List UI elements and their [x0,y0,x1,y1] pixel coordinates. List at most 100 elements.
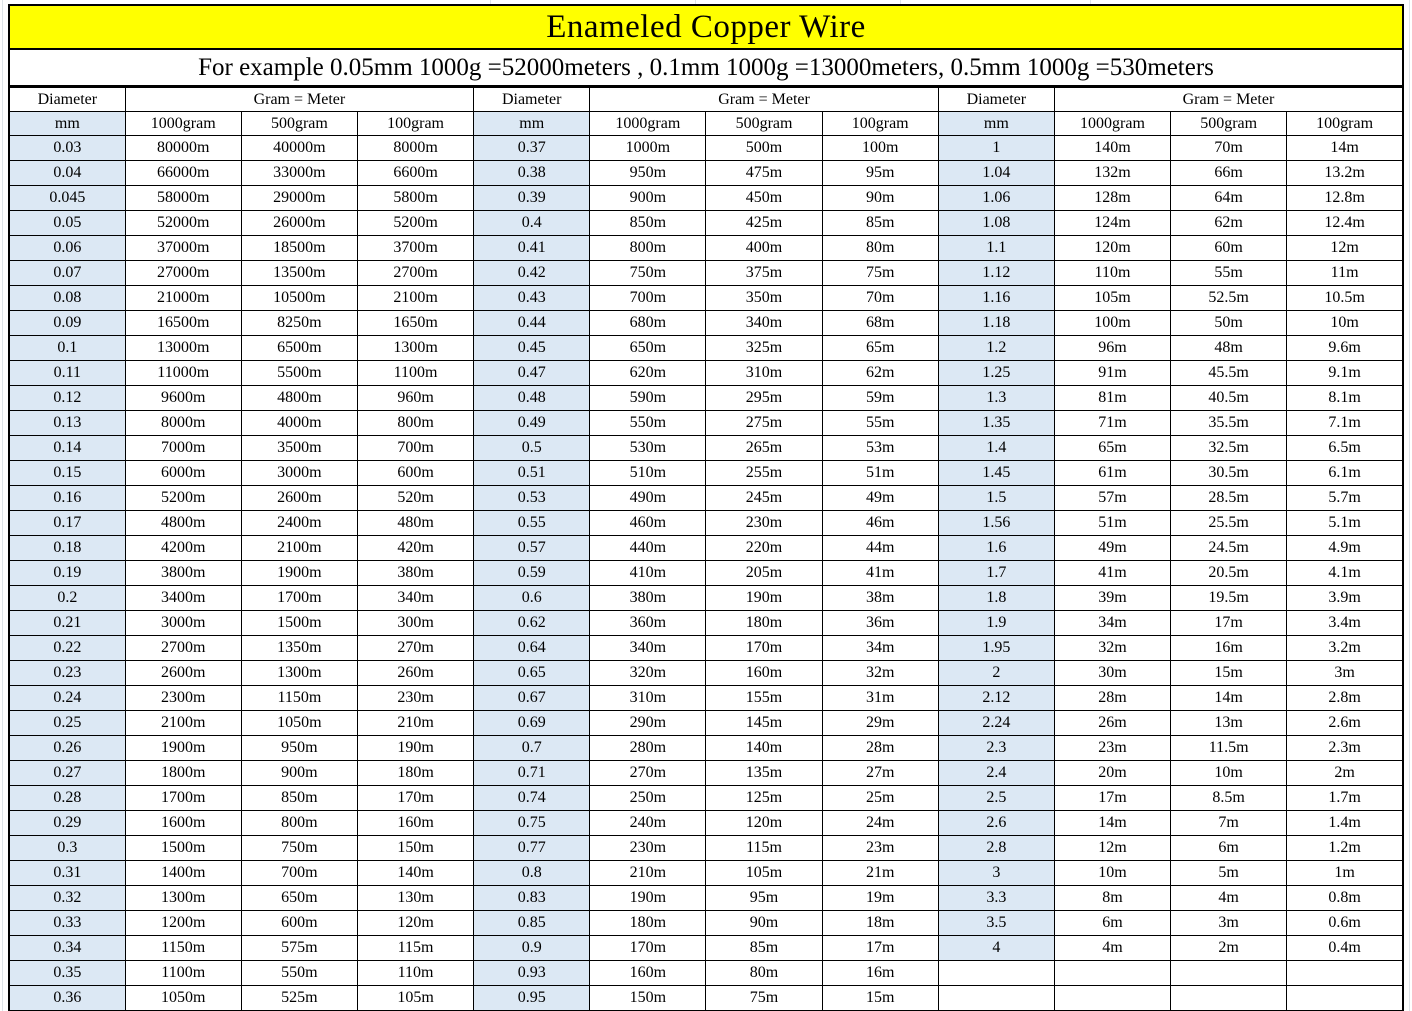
diameter-header: Diameter [8,87,126,112]
diameter-cell: 0.19 [8,560,126,586]
diameter-cell: 0.65 [473,660,591,686]
weight-500g-header: 500gram [705,111,823,136]
meters-cell: 1.2m [1286,835,1404,861]
meters-cell: 380m [589,585,707,611]
meters-cell: 44m [821,535,939,561]
meters-cell: 850m [240,785,358,811]
meters-cell: 26m [1053,710,1172,736]
meters-cell: 85m [705,935,823,961]
meters-cell: 51m [1053,510,1172,536]
table-row: 0.08 21000m 10500m 2100m 0.43 700m 350m 70m 1.16… [8,285,1404,311]
diameter-cell: 0.3 [8,835,126,861]
meters-cell: 41m [1053,560,1172,586]
meters-cell: 800m [356,410,475,436]
meters-cell: 34m [1053,610,1172,636]
meters-cell: 23m [821,835,939,861]
meters-cell: 96m [1053,335,1172,361]
table-row: 0.33 1200m 600m 120m 0.85 180m 90m 18m 3.5 6m 3m 0.… [8,910,1404,936]
meters-cell: 460m [589,510,707,536]
table-row: 0.045 58000m 29000m 5800m 0.39 900m 450m 90m 1.0… [8,185,1404,211]
diameter-cell: 0.25 [8,710,126,736]
diameter-cell: 1.1 [937,235,1055,261]
mm-header: mm [8,111,126,136]
spreadsheet-gridline [1409,0,1410,1011]
meters-cell: 32m [1053,635,1172,661]
meters-cell: 34m [821,635,939,661]
meters-cell: 160m [705,660,823,686]
meters-cell: 26000m [240,210,358,236]
diameter-cell: 0.08 [8,285,126,311]
meters-cell: 700m [356,435,475,461]
meters-cell: 12.4m [1286,210,1404,236]
diameter-cell: 0.24 [8,685,126,711]
meters-cell: 520m [356,485,475,511]
meters-cell: 160m [356,810,475,836]
meters-cell: 7m [1170,810,1288,836]
meters-cell: 3.2m [1286,635,1404,661]
meters-cell: 2700m [356,260,475,286]
meters-cell: 325m [705,335,823,361]
meters-cell: 270m [356,635,475,661]
meters-cell: 1200m [124,910,242,936]
meters-cell: 750m [589,260,707,286]
meters-cell: 680m [589,310,707,336]
diameter-cell: 0.67 [473,685,591,711]
table-row: 0.16 5200m 2600m 520m 0.53 490m 245m 49m 1.5 57m 2… [8,485,1404,511]
spreadsheet-gridline [490,0,491,5]
diameter-cell: 2.12 [937,685,1055,711]
meters-cell: 300m [356,610,475,636]
meters-cell: 2m [1170,935,1288,961]
diameter-cell: 1.04 [937,160,1055,186]
meters-cell: 3.4m [1286,610,1404,636]
diameter-cell: 0.17 [8,510,126,536]
table-row: 0.31 1400m 700m 140m 0.8 210m 105m 21m 3 10m 5m 1m [8,860,1404,886]
meters-cell: 135m [705,760,823,786]
page-title: Enameled Copper Wire [8,4,1404,50]
meters-cell: 9.6m [1286,335,1404,361]
diameter-cell: 1.45 [937,460,1055,486]
header-row-group-labels: Diameter Gram = Meter Diameter Gram = Me… [8,87,1404,112]
diameter-cell [937,960,1055,986]
table-row: 0.06 37000m 18500m 3700m 0.41 800m 400m 80m 1.1 1… [8,235,1404,261]
meters-cell: 450m [705,185,823,211]
spreadsheet-gridline [1090,0,1091,5]
meters-cell: 8250m [240,310,358,336]
diameter-cell: 0.36 [8,985,126,1011]
meters-cell: 21000m [124,285,242,311]
meters-cell: 10m [1170,760,1288,786]
meters-cell: 1500m [240,610,358,636]
table-row: 0.32 1300m 650m 130m 0.83 190m 95m 19m 3.3 8m 4m 0.… [8,885,1404,911]
meters-cell: 650m [589,335,707,361]
meters-cell: 205m [705,560,823,586]
diameter-cell: 0.29 [8,810,126,836]
diameter-cell: 2.24 [937,710,1055,736]
diameter-cell: 1.2 [937,335,1055,361]
meters-cell: 1700m [124,785,242,811]
meters-cell: 6.5m [1286,435,1404,461]
meters-cell: 1100m [356,360,475,386]
spreadsheet-gridline [900,0,901,5]
meters-cell: 350m [705,285,823,311]
meters-cell: 270m [589,760,707,786]
meters-cell: 4m [1170,885,1288,911]
meters-cell: 190m [705,585,823,611]
diameter-cell: 0.15 [8,460,126,486]
meters-cell: 105m [356,985,475,1011]
meters-cell: 1350m [240,635,358,661]
meters-cell: 65m [821,335,939,361]
meters-cell: 3m [1286,660,1404,686]
meters-cell: 115m [356,935,475,961]
diameter-header: Diameter [473,87,591,112]
diameter-cell: 0.18 [8,535,126,561]
table-row: 0.22 2700m 1350m 270m 0.64 340m 170m 34m 1.95 32m… [8,635,1404,661]
meters-cell: 25.5m [1170,510,1288,536]
meters-cell: 70m [1170,135,1288,161]
meters-cell: 85m [821,210,939,236]
meters-cell: 15m [1170,660,1288,686]
meters-cell: 13500m [240,260,358,286]
table-row: 0.17 4800m 2400m 480m 0.55 460m 230m 46m 1.56 51m… [8,510,1404,536]
meters-cell: 57m [1053,485,1172,511]
meters-cell: 20.5m [1170,560,1288,586]
meters-cell: 14m [1170,685,1288,711]
meters-cell: 4800m [124,510,242,536]
